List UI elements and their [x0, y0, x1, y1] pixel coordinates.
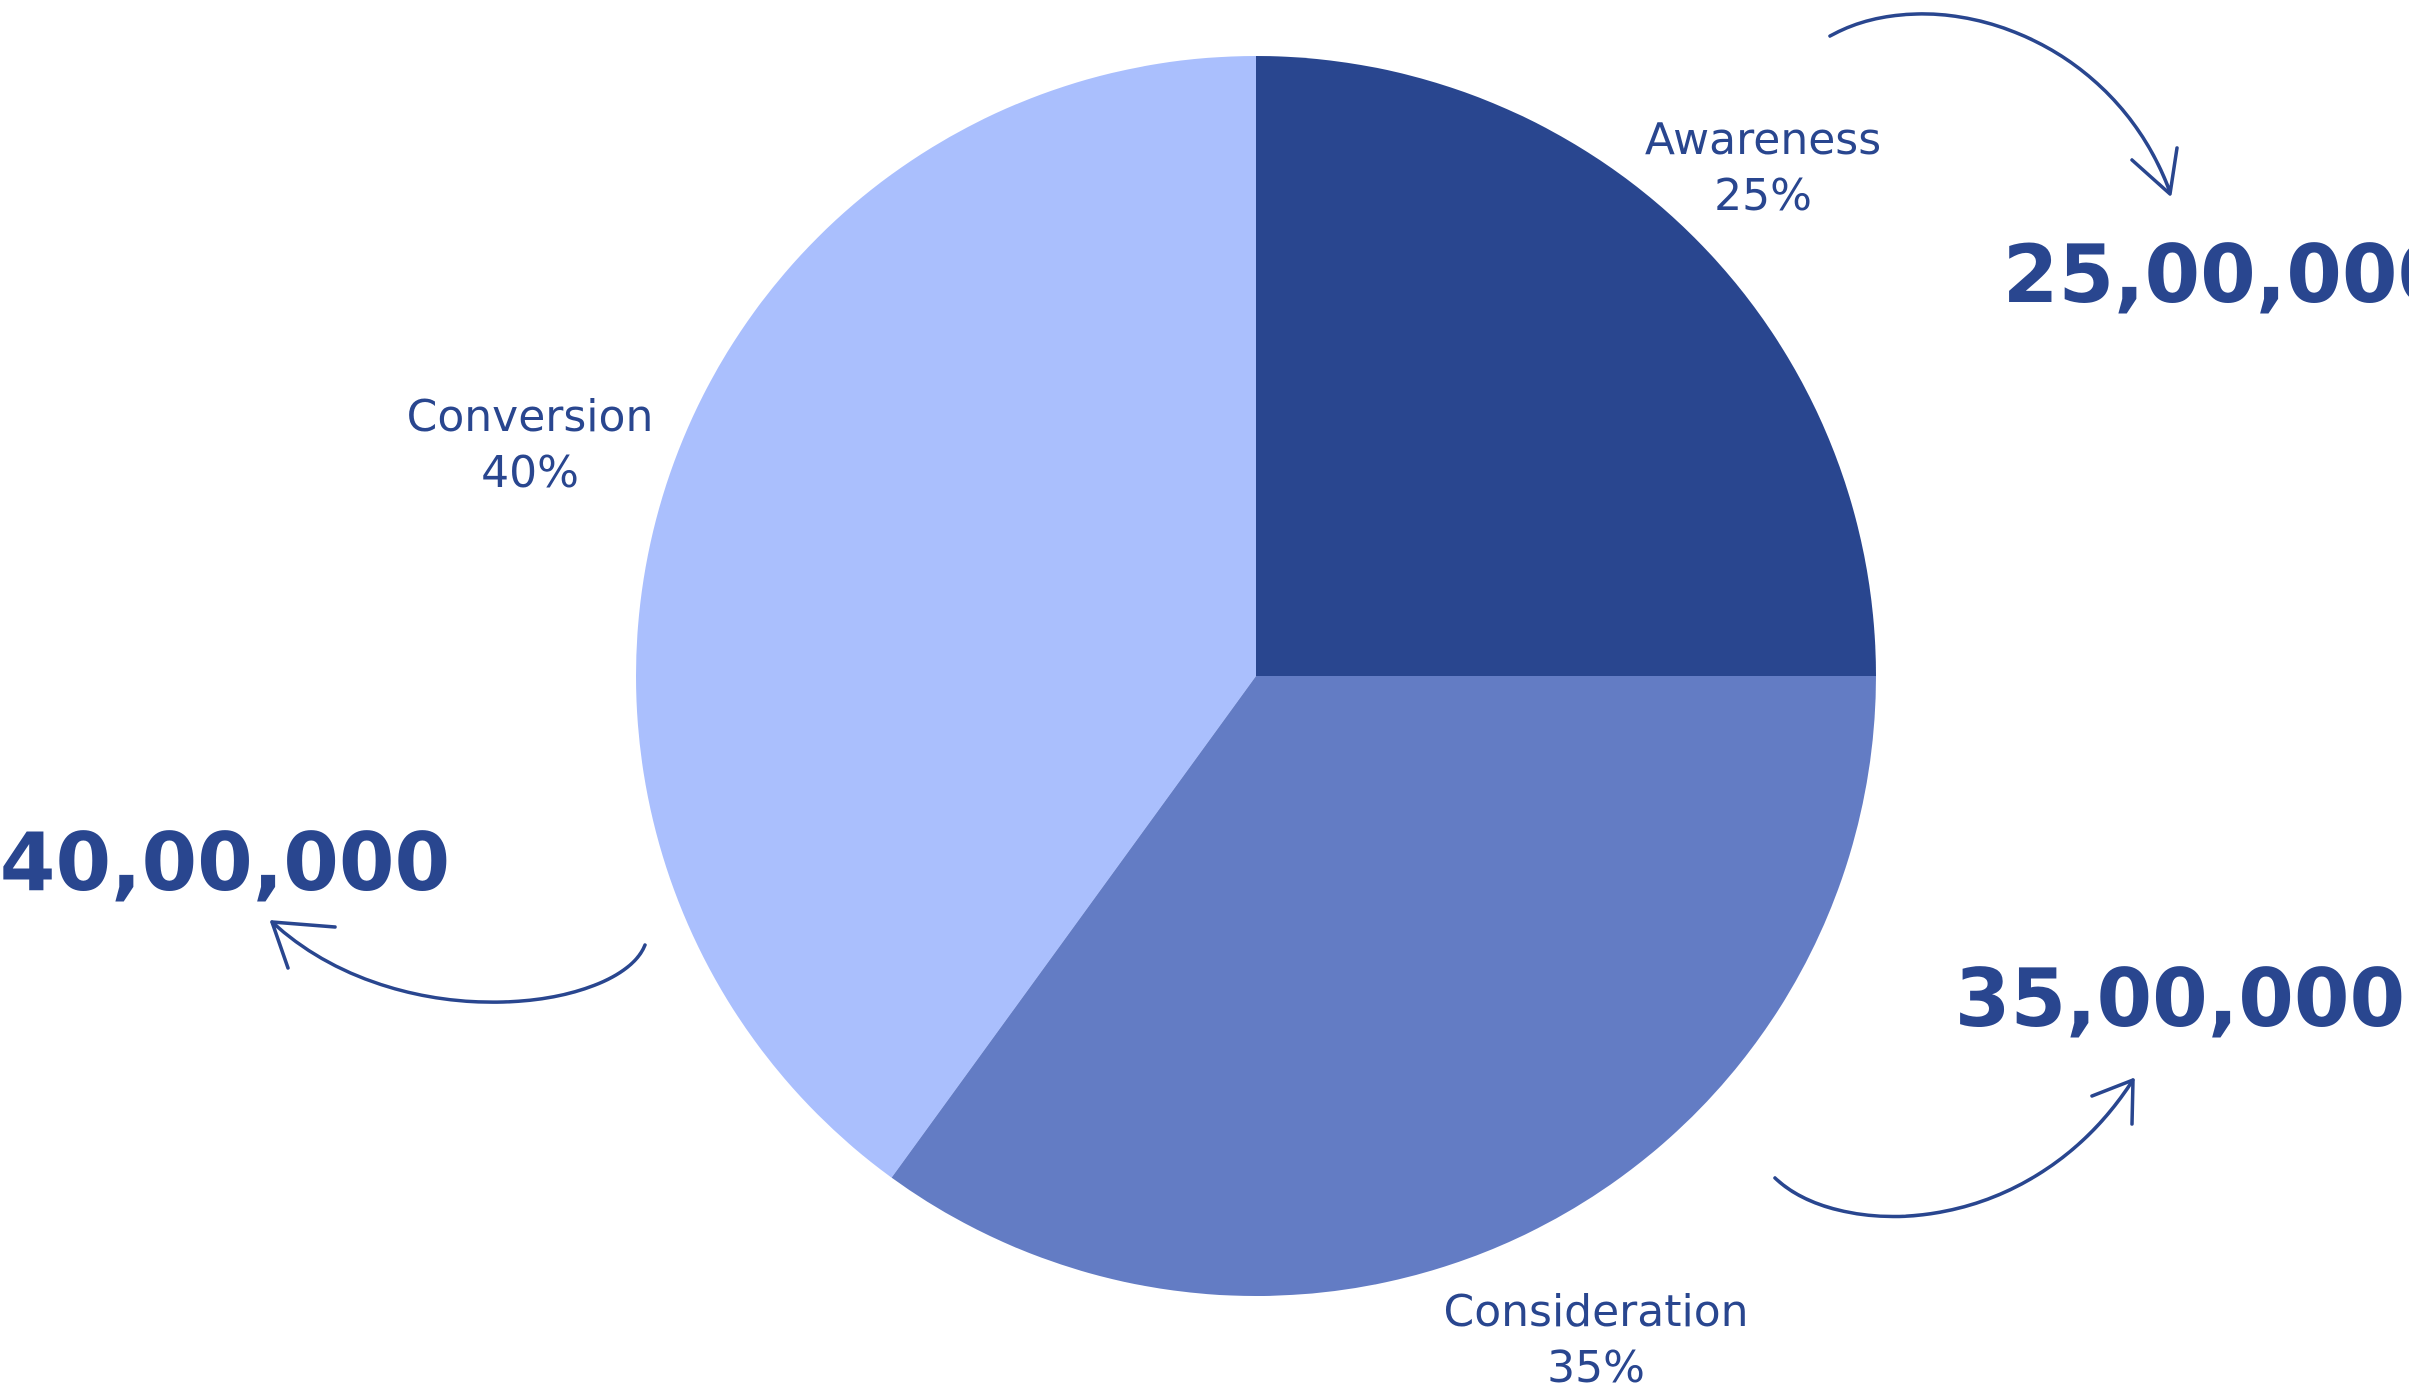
slice-percent-conversion: 40%	[481, 447, 579, 498]
total-consideration: 35,00,000	[1955, 952, 2405, 1045]
arrow-consideration-icon	[1773, 1078, 2135, 1219]
total-awareness: 25,00,000	[2003, 228, 2409, 321]
slice-percent-consideration: 35%	[1547, 1342, 1645, 1388]
arrow-conversion-icon	[270, 920, 647, 1004]
arrow-awareness-icon	[1828, 12, 2179, 196]
total-conversion: 40,00,000	[0, 816, 450, 909]
slice-label-consideration: Consideration	[1443, 1286, 1748, 1337]
pie-slices	[635, 56, 1876, 1297]
pie-slice-awareness	[1256, 56, 1876, 676]
slice-label-awareness: Awareness	[1645, 114, 1881, 165]
pie-slice-conversion	[635, 56, 1256, 1178]
pie-slice-consideration	[891, 676, 1876, 1297]
slice-percent-awareness: 25%	[1714, 170, 1812, 221]
slice-label-conversion: Conversion	[407, 391, 654, 442]
